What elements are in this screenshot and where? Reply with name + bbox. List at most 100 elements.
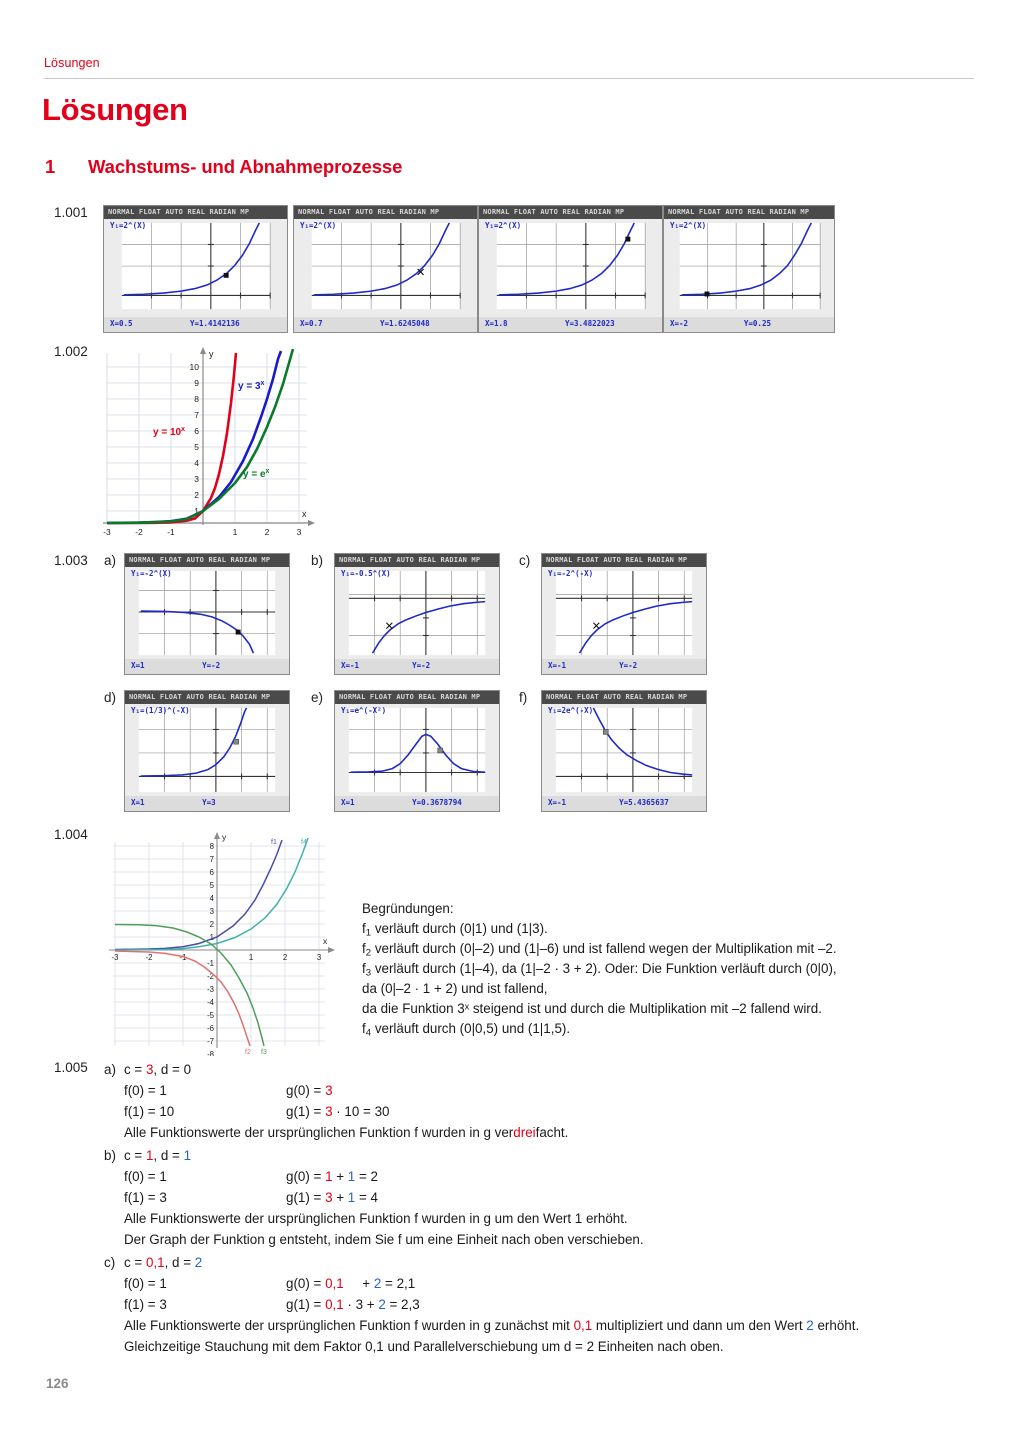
calc-equation: Y₁=e^(-X²) <box>341 706 387 715</box>
reason-line-f4: f4 verläuft durch (0|0,5) und (1|1,5). <box>362 1021 571 1039</box>
solution-b-f1: f(1) = 3 <box>124 1190 167 1205</box>
calc-plot-area <box>542 704 706 796</box>
svg-text:-2: -2 <box>146 953 153 962</box>
calc-footer: X=-1 Y=-2 <box>542 659 706 674</box>
reasons-heading: Begründungen: <box>362 901 454 916</box>
calc-x-value: X=1 <box>131 661 145 670</box>
svg-text:2: 2 <box>283 953 287 962</box>
svg-text:1: 1 <box>194 506 199 516</box>
calc-footer: X=1 Y=0.3678794 <box>335 796 499 811</box>
calc-footer: X=0.7 Y=1.6245048 <box>294 317 477 332</box>
calc-footer: X=-2 Y=0.25 <box>664 317 834 332</box>
exercise-number-1003: 1.003 <box>54 553 88 568</box>
header-divider <box>44 78 974 79</box>
exercise-number-1001: 1.001 <box>54 205 88 220</box>
svg-text:-4: -4 <box>207 998 215 1007</box>
svg-text:x: x <box>302 509 307 519</box>
exercise-letter-b: b) <box>311 553 324 568</box>
calc-y-value: Y=3.4822023 <box>565 319 615 328</box>
calc-status-bar: NORMAL FLOAT AUTO REAL RADIAN MP <box>125 691 289 704</box>
exercise-letter-c: c) <box>519 553 531 568</box>
calc-equation: Y₁=2^(X) <box>300 221 337 230</box>
calc-x-value: X=0.5 <box>110 319 133 328</box>
calculator-screen-1003-e: NORMAL FLOAT AUTO REAL RADIAN MP Y₁=e^(-… <box>334 690 500 812</box>
svg-text:-3: -3 <box>112 953 119 962</box>
solution-a-letter: a) <box>104 1062 116 1077</box>
calc-equation: Y₁=2^(X) <box>670 221 707 230</box>
svg-text:2: 2 <box>210 920 214 929</box>
calc-equation: Y₁=-2^(-X) <box>548 569 594 578</box>
calc-x-value: X=-2 <box>670 319 689 328</box>
svg-text:1: 1 <box>210 933 214 942</box>
svg-text:3: 3 <box>297 527 302 537</box>
exercise-number-1004: 1.004 <box>54 827 88 842</box>
svg-text:6: 6 <box>210 868 214 877</box>
calc-plot-area <box>104 219 287 317</box>
calc-equation: Y₁=2^(X) <box>110 221 147 230</box>
calc-status-bar: NORMAL FLOAT AUTO REAL RADIAN MP <box>542 691 706 704</box>
solution-c-note1: Alle Funktionswerte der ursprünglichen F… <box>124 1318 860 1333</box>
svg-text:8: 8 <box>210 842 214 851</box>
exercise-letter-d: d) <box>104 690 117 705</box>
solution-b-note1: Alle Funktionswerte der ursprünglichen F… <box>124 1211 628 1226</box>
calc-status-bar: NORMAL FLOAT AUTO REAL RADIAN MP <box>335 691 499 704</box>
calc-status-bar: NORMAL FLOAT AUTO REAL RADIAN MP <box>294 206 477 219</box>
solution-c-g1: g(1) = 0,1 · 3 + 2 = 2,3 <box>286 1297 420 1312</box>
calc-y-value: Y=0.3678794 <box>412 798 462 807</box>
page-number: 126 <box>46 1376 69 1391</box>
solution-c-params: c = 0,1, d = 2 <box>124 1255 203 1270</box>
svg-text:3: 3 <box>317 953 321 962</box>
series-label-ex: y = ex <box>243 468 270 480</box>
svg-text:x: x <box>323 936 328 946</box>
series-label-10x: y = 10x <box>153 426 185 438</box>
calc-equation: Y₁=2e^(-X) <box>548 706 594 715</box>
svg-text:7: 7 <box>210 855 214 864</box>
svg-text:-1: -1 <box>180 953 187 962</box>
calc-y-value: Y=-2 <box>619 661 638 670</box>
calc-y-value: Y=3 <box>202 798 216 807</box>
reason-line-4: da (0|–2 · 1 + 2) und ist fallend, <box>362 981 548 996</box>
svg-text:4: 4 <box>194 458 199 468</box>
calculator-screen-1003-a: NORMAL FLOAT AUTO REAL RADIAN MP Y₁=-2^(… <box>124 553 290 675</box>
calc-plot-area <box>294 219 477 317</box>
reason-line-5: da die Funktion 3ˣ steigend ist und durc… <box>362 1001 822 1016</box>
calc-x-value: X=1 <box>131 798 145 807</box>
svg-text:y: y <box>222 832 227 842</box>
svg-text:1: 1 <box>249 953 253 962</box>
running-head: Lösungen <box>44 56 100 70</box>
calc-x-value: X=-1 <box>341 661 360 670</box>
solution-b-g1: g(1) = 3 + 1 = 4 <box>286 1190 378 1205</box>
solution-a-g0: g(0) = 3 <box>286 1083 333 1098</box>
solution-c-f1: f(1) = 3 <box>124 1297 167 1312</box>
calc-status-bar: NORMAL FLOAT AUTO REAL RADIAN MP <box>479 206 662 219</box>
calc-status-bar: NORMAL FLOAT AUTO REAL RADIAN MP <box>542 554 706 567</box>
svg-text:y: y <box>209 349 214 359</box>
series-label-f1: f1 <box>271 839 277 846</box>
svg-text:10: 10 <box>190 362 200 372</box>
svg-text:7: 7 <box>194 410 199 420</box>
calc-plot-area <box>335 704 499 796</box>
calc-y-value: Y=1.4142136 <box>190 319 240 328</box>
calculator-screen-1001-4: NORMAL FLOAT AUTO REAL RADIAN MP Y₁=2^(X… <box>663 205 835 333</box>
svg-text:-1: -1 <box>207 959 214 968</box>
exercise-letter-a: a) <box>104 553 117 568</box>
calculator-screen-1003-c: NORMAL FLOAT AUTO REAL RADIAN MP Y₁=-2^(… <box>541 553 707 675</box>
svg-text:8: 8 <box>194 394 199 404</box>
svg-text:-3: -3 <box>207 985 214 994</box>
calc-x-value: X=0.7 <box>300 319 323 328</box>
calc-y-value: Y=5.4365637 <box>619 798 669 807</box>
svg-text:9: 9 <box>194 378 199 388</box>
svg-text:-8: -8 <box>207 1050 214 1056</box>
svg-text:5: 5 <box>194 442 199 452</box>
reason-line-f1: f1 verläuft durch (0|1) und (1|3). <box>362 921 548 939</box>
calc-plot-area <box>125 567 289 659</box>
series-label-3x: y = 3x <box>238 380 265 392</box>
calc-x-value: X=-1 <box>548 798 567 807</box>
svg-text:-5: -5 <box>207 1011 215 1020</box>
solution-a-g1: g(1) = 3 · 10 = 30 <box>286 1104 390 1119</box>
svg-text:4: 4 <box>210 894 215 903</box>
solution-a-note: Alle Funktionswerte der ursprünglichen F… <box>124 1125 569 1140</box>
calculator-screen-1003-f: NORMAL FLOAT AUTO REAL RADIAN MP Y₁=2e^(… <box>541 690 707 812</box>
page-title: Lösungen <box>42 92 188 127</box>
